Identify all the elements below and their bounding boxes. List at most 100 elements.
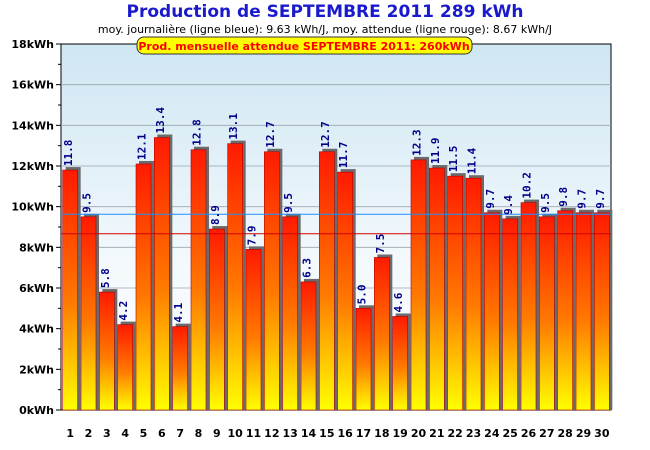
- y-tick-label: 18kWh: [11, 38, 54, 51]
- bar-value-label: 9.8: [557, 187, 570, 207]
- x-tick-label: 7: [176, 427, 184, 440]
- bar-value-label: 9.7: [594, 189, 607, 209]
- x-tick-label: 3: [103, 427, 111, 440]
- bar-day-2: [80, 216, 97, 411]
- bar-day-18: [374, 257, 390, 411]
- bar-value-label: 4.1: [172, 302, 185, 322]
- bar-value-label: 12.8: [191, 119, 204, 146]
- x-tick-label: 2: [85, 427, 93, 440]
- bar-value-label: 9.5: [539, 193, 552, 213]
- y-tick-label: 2kWh: [19, 363, 54, 376]
- x-tick-label: 8: [195, 427, 203, 440]
- x-tick-label: 21: [429, 427, 444, 440]
- chart-subtitle: moy. journalière (ligne bleue): 9.63 kWh…: [97, 23, 553, 36]
- bar-value-label: 7.5: [374, 234, 387, 254]
- bar-day-13: [282, 216, 298, 411]
- bar-day-9: [209, 228, 225, 411]
- x-tick-label: 5: [140, 427, 148, 440]
- bar-value-label: 9.7: [576, 189, 589, 209]
- bar-value-label: 5.0: [356, 284, 369, 304]
- x-tick-label: 20: [411, 427, 427, 440]
- y-tick-label: 16kWh: [11, 79, 54, 92]
- x-tick-label: 4: [121, 427, 129, 440]
- bar-day-24: [484, 212, 500, 411]
- x-tick-label: 10: [228, 427, 244, 440]
- bar-day-8: [190, 149, 207, 411]
- bar-day-19: [392, 316, 408, 411]
- x-tick-label: 19: [393, 427, 408, 440]
- bar-value-label: 11.8: [62, 140, 75, 167]
- x-tick-label: 12: [264, 427, 279, 440]
- bar-value-label: 12.3: [411, 129, 424, 156]
- chart-title: Production de SEPTEMBRE 2011 289 kWh: [126, 2, 524, 22]
- bar-value-label: 9.4: [502, 195, 515, 215]
- bar-day-16: [337, 171, 353, 411]
- bar-day-27: [539, 216, 555, 411]
- bar-value-label: 8.9: [209, 205, 222, 225]
- bar-day-21: [429, 167, 445, 411]
- bar-value-label: 7.9: [246, 225, 259, 245]
- y-axis-tick-labels: 0kWh 2kWh 4kWh 6kWh 8kWh 10kWh 12kWh 14kWh 16kWh…: [11, 38, 54, 417]
- x-tick-label: 26: [521, 427, 537, 440]
- expected-production-annotation: Prod. mensuelle attendue SEPTEMBRE 2011:…: [136, 36, 473, 55]
- x-tick-label: 16: [338, 427, 354, 440]
- bar-value-label: 11.7: [337, 142, 350, 169]
- x-tick-label: 27: [539, 427, 554, 440]
- bar-value-label: 11.4: [466, 147, 479, 174]
- bar-value-label: 12.7: [319, 121, 332, 148]
- x-tick-label: 30: [594, 427, 610, 440]
- bar-day-10: [227, 143, 243, 411]
- bar-day-1: [62, 169, 78, 411]
- bar-value-label: 6.3: [301, 258, 314, 278]
- bar-value-label: 4.6: [392, 292, 405, 312]
- x-tick-label: 14: [301, 427, 317, 440]
- bar-day-4: [117, 324, 133, 411]
- y-tick-label: 8kWh: [19, 241, 54, 254]
- x-tick-label: 15: [319, 427, 334, 440]
- x-tick-label: 22: [448, 427, 463, 440]
- x-tick-label: 1: [66, 427, 74, 440]
- bar-value-label: 12.1: [136, 133, 149, 160]
- bar-day-26: [520, 202, 537, 411]
- bar-day-30: [594, 212, 610, 411]
- y-tick-label: 6kWh: [19, 282, 54, 295]
- bar-value-label: 9.7: [484, 189, 497, 209]
- bar-value-label: 10.2: [521, 172, 534, 199]
- bar-day-23: [465, 177, 482, 411]
- bar-value-label: 12.7: [264, 121, 277, 148]
- bar-value-label: 11.9: [429, 138, 442, 165]
- reference-lines: [61, 213, 611, 235]
- bar-day-25: [502, 218, 518, 411]
- x-tick-label: 29: [576, 427, 591, 440]
- x-tick-label: 13: [283, 427, 298, 440]
- x-tick-label: 23: [466, 427, 481, 440]
- bar-day-3: [99, 291, 115, 411]
- bar-value-label: 5.8: [99, 268, 112, 288]
- bar-day-14: [300, 281, 317, 411]
- bar-value-label: 13.4: [154, 107, 167, 134]
- bar-value-label: 9.5: [81, 193, 94, 213]
- y-tick-label: 10kWh: [11, 201, 54, 214]
- y-tick-label: 4kWh: [19, 323, 54, 336]
- bar-day-29: [575, 212, 592, 411]
- x-tick-label: 17: [356, 427, 371, 440]
- x-tick-label: 11: [246, 427, 261, 440]
- bar-day-12: [264, 151, 280, 411]
- bar-day-22: [447, 175, 463, 411]
- y-tick-label: 12kWh: [11, 160, 54, 173]
- value-labels: 11.8 9.5 5.8 4.2 12.1 13.4 4.1 12.8 8.9 13.1 7.9 12…: [62, 107, 607, 323]
- x-tick-label: 18: [374, 427, 389, 440]
- x-axis-tick-labels: 1 2 3 4 5 6 7 8 9 10 11 12 13 14 15 16 17 18 19 20 21 22 23 24 2…: [66, 427, 609, 440]
- bar-value-label: 4.2: [117, 301, 130, 321]
- x-tick-label: 9: [213, 427, 221, 440]
- bar-day-6: [154, 137, 170, 411]
- x-tick-label: 24: [484, 427, 500, 440]
- expected-production-text: Prod. mensuelle attendue SEPTEMBRE 2011:…: [138, 40, 469, 53]
- bar-day-7: [172, 326, 188, 411]
- bar-day-15: [319, 151, 335, 411]
- bar-day-17: [355, 308, 372, 411]
- bar-value-label: 9.5: [282, 193, 295, 213]
- bar-day-28: [557, 210, 573, 411]
- x-tick-label: 25: [503, 427, 518, 440]
